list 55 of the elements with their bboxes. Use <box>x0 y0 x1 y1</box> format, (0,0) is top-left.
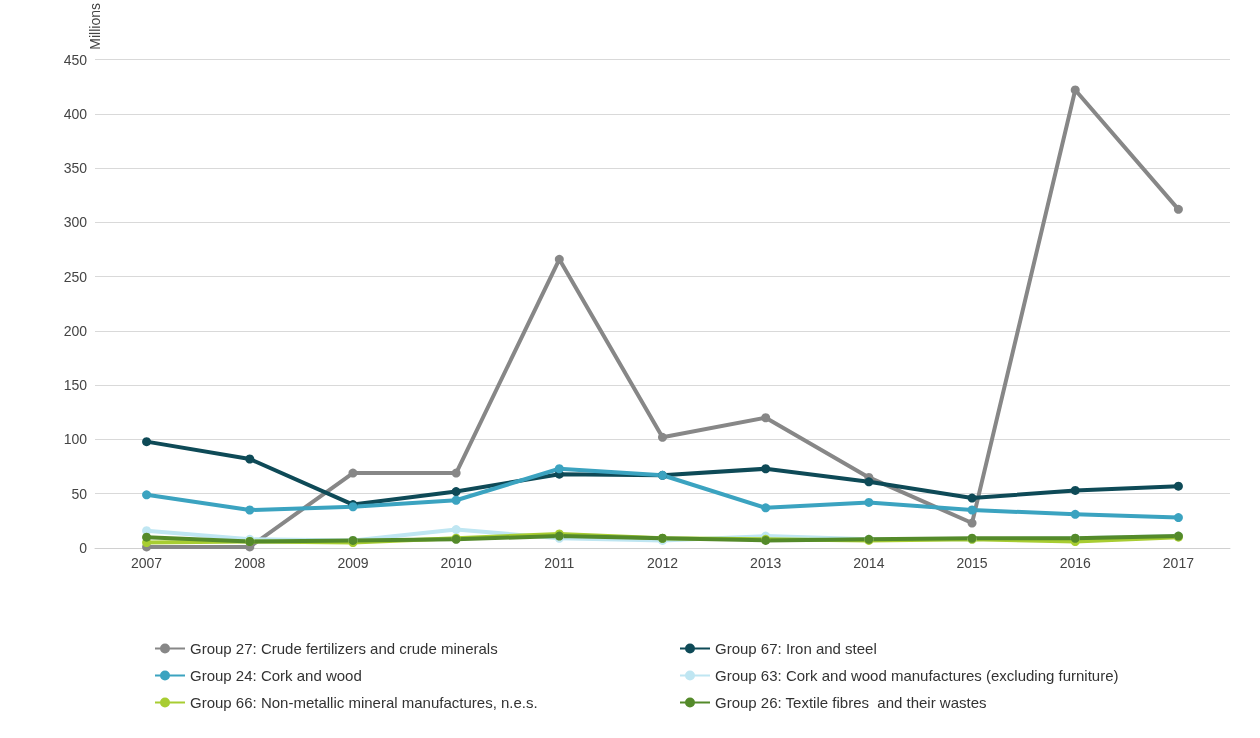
y-tick-label: 0 <box>79 540 88 556</box>
x-tick-label: 2014 <box>853 555 885 571</box>
x-tick-label: 2007 <box>131 555 163 571</box>
point <box>1070 485 1080 495</box>
x-tick-label: 2009 <box>337 555 369 571</box>
point <box>451 468 461 478</box>
point <box>451 495 461 505</box>
point <box>142 437 152 447</box>
legend-label: Group 24: Cork and wood <box>190 667 362 684</box>
legend-label: Group 26: Textile fibres and their wastes <box>715 694 987 711</box>
y-tick-label: 450 <box>63 51 88 68</box>
y-tick-label: 250 <box>63 268 88 285</box>
x-tick-label: 2017 <box>1162 555 1195 571</box>
y-tick-label: 200 <box>63 322 88 339</box>
point <box>761 503 771 513</box>
point <box>1173 513 1183 523</box>
point <box>1070 509 1080 519</box>
y-tick-label: 350 <box>63 160 88 177</box>
y-tick-label: 300 <box>63 214 88 231</box>
y-tick-label: 150 <box>63 377 88 394</box>
point <box>142 490 152 500</box>
x-tick-label: 2011 <box>544 555 575 571</box>
point <box>451 525 461 535</box>
point <box>245 454 255 464</box>
point <box>967 518 977 528</box>
x-tick-label: 2016 <box>1059 555 1092 571</box>
point <box>761 464 771 474</box>
point <box>554 464 564 474</box>
legend-label: Group 27: Crude fertilizers and crude minerals <box>190 640 498 657</box>
point <box>245 505 255 515</box>
point <box>1173 481 1183 491</box>
point <box>761 413 771 423</box>
y-axis-title: Millions <box>87 3 103 50</box>
x-tick-label: 2013 <box>750 555 782 571</box>
legend-label: Group 63: Cork and wood manufactures (excluding furniture) <box>715 667 1119 684</box>
point <box>1070 85 1080 95</box>
point <box>451 487 461 497</box>
point <box>142 532 152 542</box>
legend-label: Group 67: Iron and steel <box>715 640 877 657</box>
point <box>967 493 977 503</box>
point <box>1173 204 1183 214</box>
x-tick-label: 2010 <box>440 555 472 571</box>
y-tick-label: 100 <box>63 431 88 448</box>
point <box>554 254 564 264</box>
x-tick-label: 2015 <box>956 555 988 571</box>
y-tick-label: 50 <box>71 485 88 502</box>
x-tick-label: 2012 <box>646 555 679 571</box>
point <box>864 497 874 507</box>
point <box>348 468 358 478</box>
point <box>658 432 667 442</box>
legend-label: Group 66: Non-metallic mineral manufactures, n.e.s. <box>190 694 538 711</box>
y-tick-label: 400 <box>63 105 88 122</box>
point <box>967 505 977 515</box>
point <box>864 477 874 487</box>
x-tick-label: 2008 <box>234 555 266 571</box>
